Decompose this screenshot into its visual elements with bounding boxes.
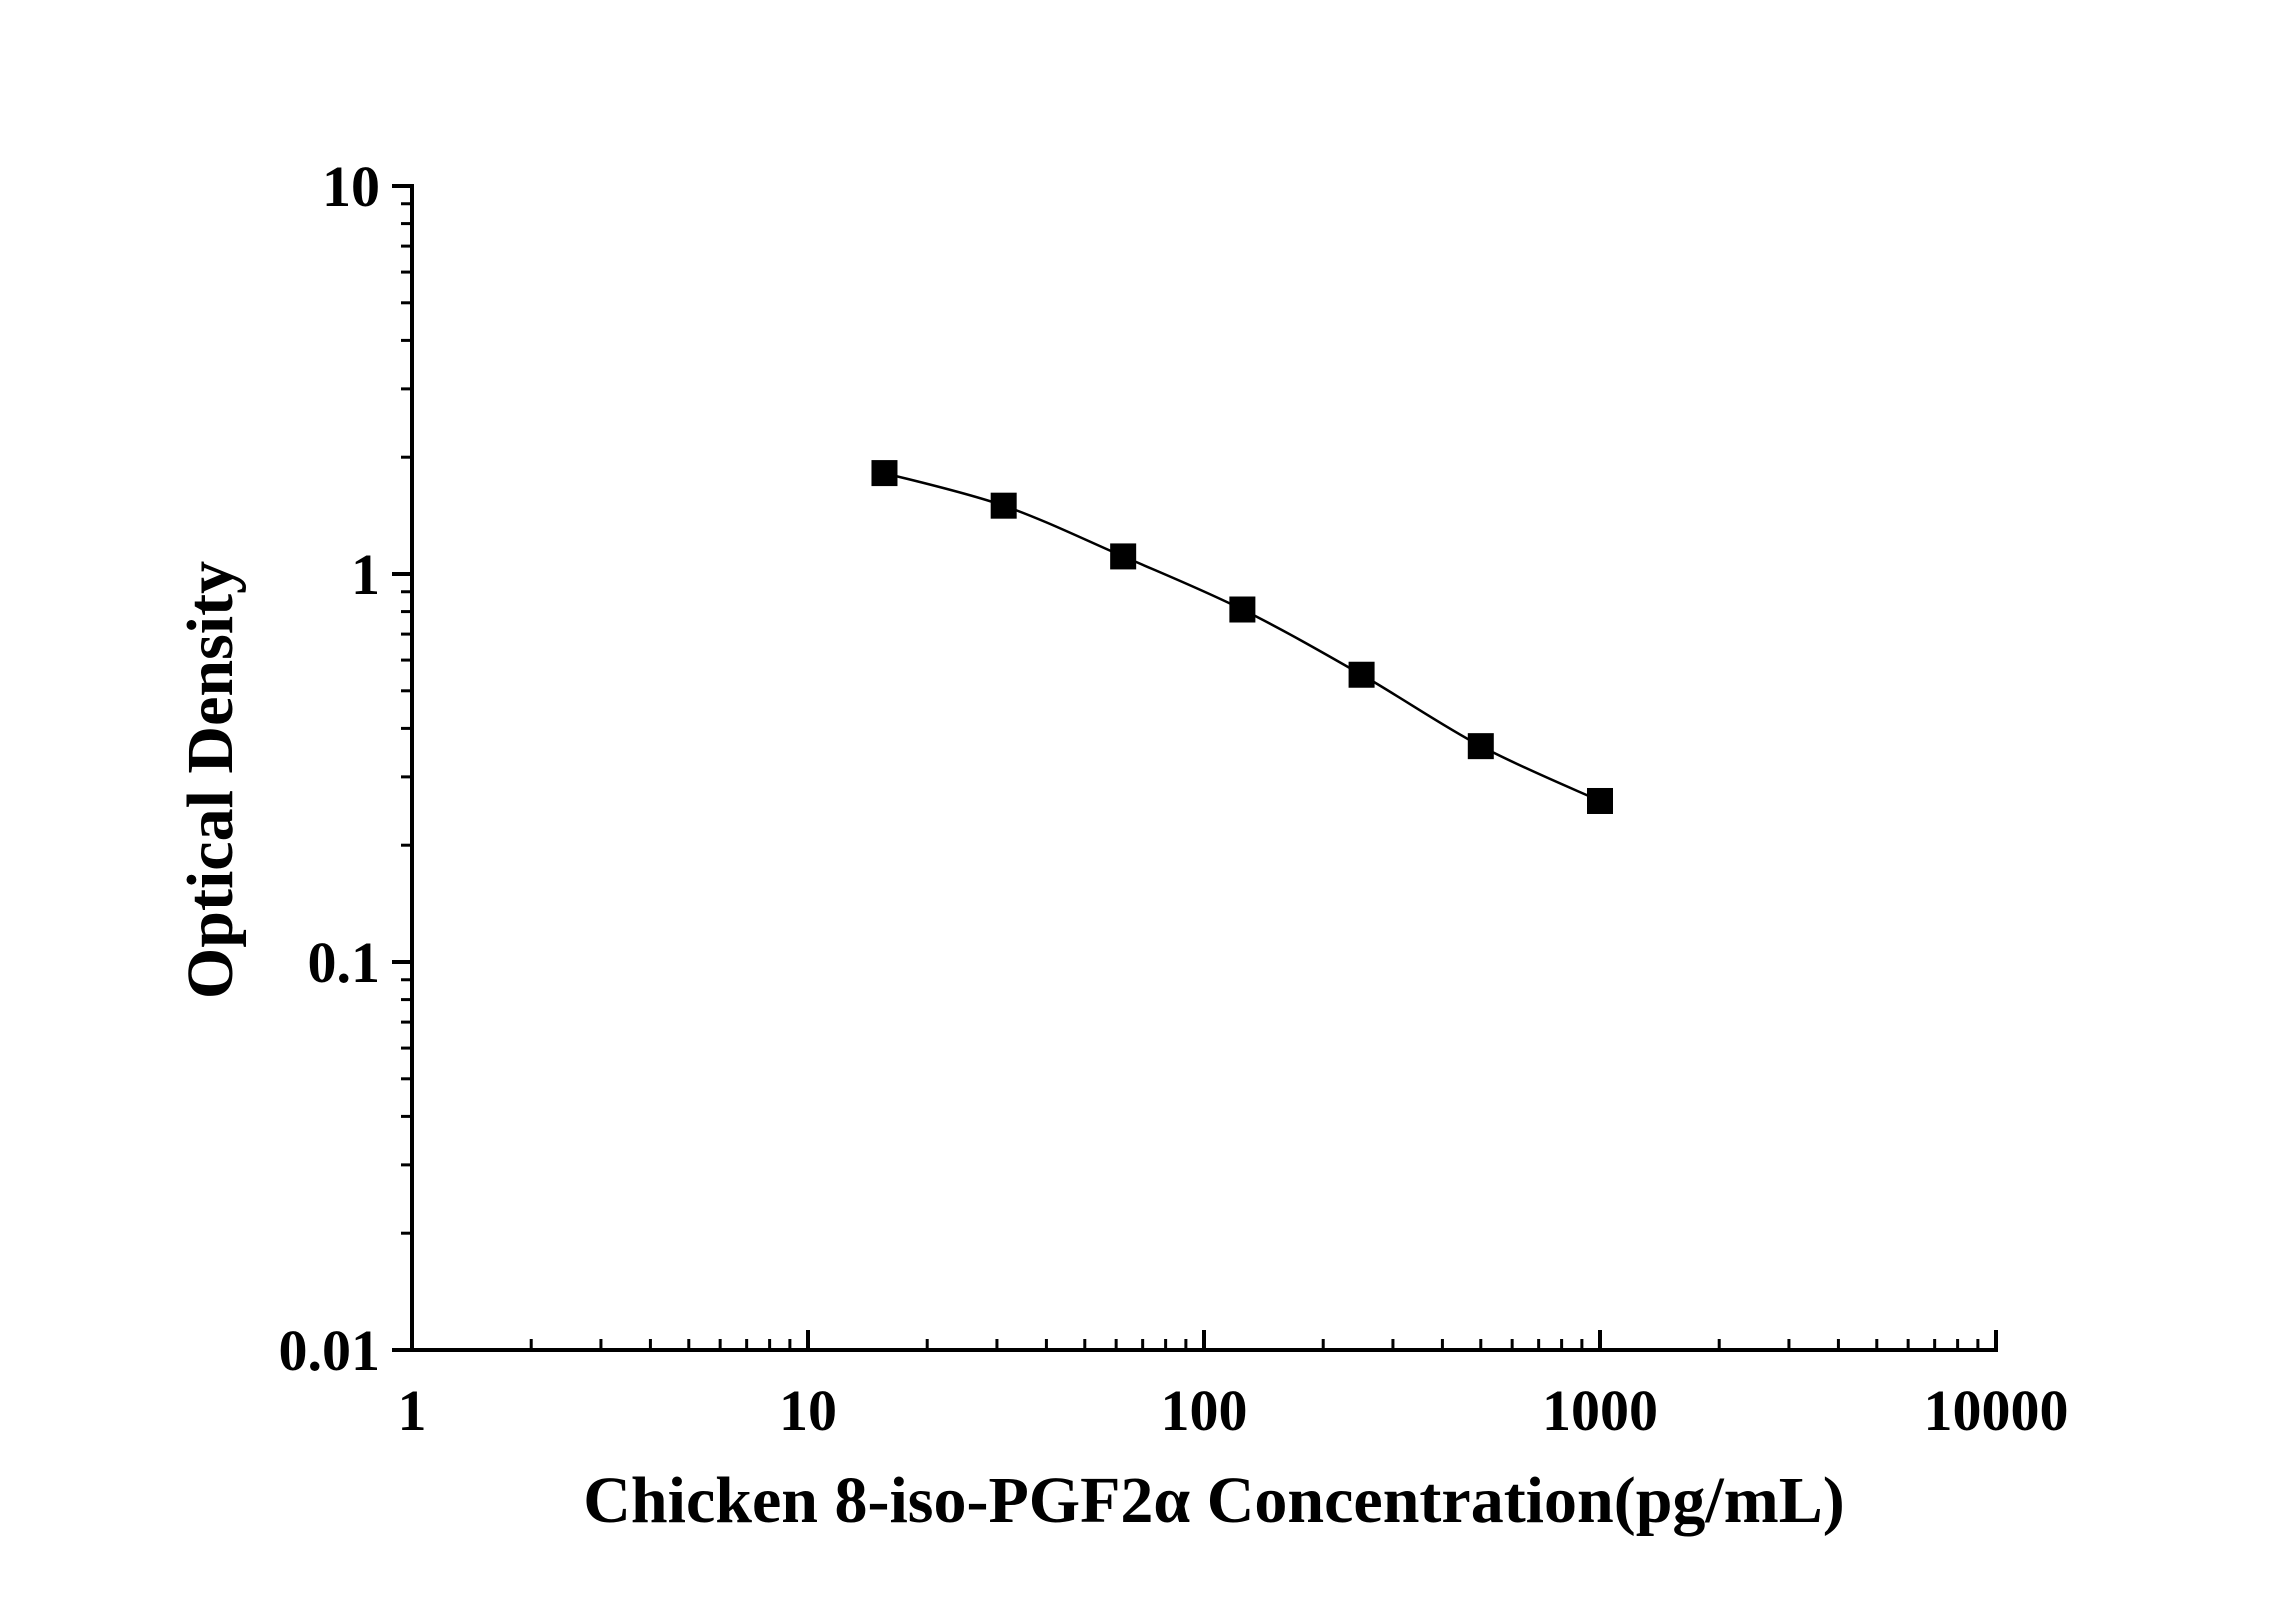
data-point: [1229, 596, 1256, 623]
y-tick-label: 0.1: [308, 930, 381, 995]
data-point: [1587, 787, 1613, 814]
data-point: [1348, 661, 1375, 688]
y-axis-title: Optical Density: [174, 561, 247, 999]
x-axis-title: Chicken 8-iso-PGF2α Concentration(pg/mL): [583, 1464, 1844, 1537]
x-tick-label: 10: [779, 1378, 837, 1443]
data-point: [1110, 543, 1137, 570]
y-tick-label: 0.01: [279, 1318, 381, 1383]
data-point: [990, 492, 1017, 519]
x-tick-label: 100: [1161, 1378, 1248, 1443]
data-point: [1467, 733, 1494, 760]
x-tick-label: 10000: [1924, 1378, 2069, 1443]
y-tick-label: 1: [351, 542, 380, 607]
y-tick-label: 10: [322, 154, 380, 219]
x-tick-label: 1000: [1542, 1378, 1658, 1443]
data-point: [871, 460, 898, 487]
y-tick-labels: 0.01 0.1 1 10: [279, 154, 381, 1383]
ticks-layer: [392, 184, 1998, 1352]
x-tick-labels: 1 10 100 1000 10000: [398, 1378, 2069, 1443]
x-tick-label: 1: [398, 1378, 427, 1443]
data-points: [871, 460, 1613, 814]
